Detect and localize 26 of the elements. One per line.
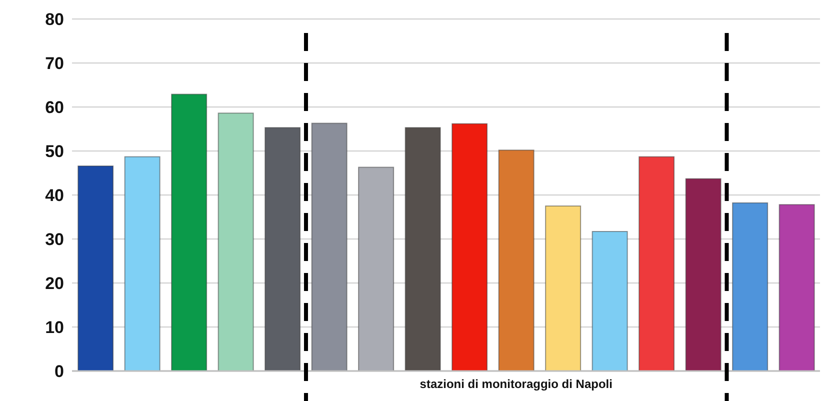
y-tick-label: 10 [45,318,64,338]
y-tick-label: 30 [45,230,64,250]
bar [311,122,348,371]
bar [592,231,628,371]
y-tick-label: 40 [45,186,64,206]
y-tick-label: 20 [45,274,64,294]
y-tick-label: 80 [45,10,64,30]
bar [452,123,488,371]
bar [218,112,254,371]
text: stazioni di monitoraggio di Napoli [418,377,614,391]
bar [498,150,534,371]
bar [638,156,675,371]
bar [685,178,722,371]
bar [732,202,768,371]
y-tick-label: 0 [54,362,64,382]
y-tick-label: 70 [45,54,64,74]
bar [545,206,582,371]
y-tick-label: 50 [45,142,64,162]
y-tick-label: 60 [45,98,64,118]
bar [358,166,394,371]
bar [171,94,208,371]
bar [404,127,441,371]
bar [264,127,301,371]
bar [778,204,815,371]
bar [78,165,114,371]
bar [124,156,160,371]
